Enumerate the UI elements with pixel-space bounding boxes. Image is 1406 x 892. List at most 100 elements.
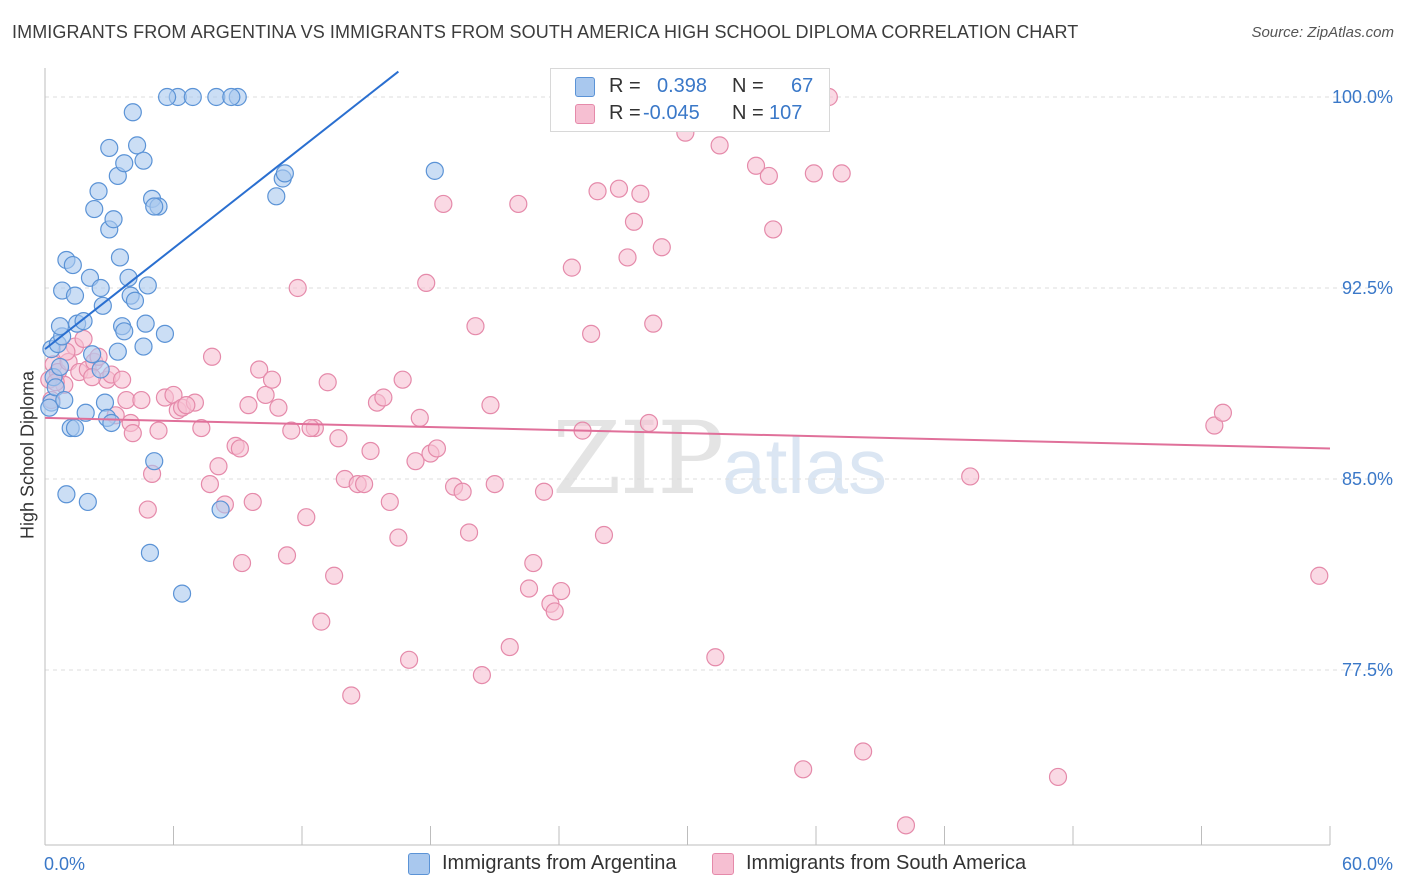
data-point-south-america <box>639 413 659 433</box>
data-point-south-america <box>588 182 607 201</box>
legend-n-label: N = <box>732 102 764 124</box>
data-point-south-america <box>123 424 142 443</box>
data-point-south-america <box>74 329 93 349</box>
data-point-south-america <box>434 194 453 214</box>
data-point-south-america <box>545 602 564 621</box>
data-point-south-america <box>269 398 288 417</box>
data-point-argentina <box>134 151 153 170</box>
legend-n-value: 67 <box>791 75 814 97</box>
data-point-south-america <box>582 324 601 343</box>
data-point-south-america <box>609 179 629 198</box>
data-point-south-america <box>325 566 344 585</box>
data-point-south-america <box>472 665 491 685</box>
data-point-argentina <box>136 314 155 333</box>
data-point-south-america <box>427 439 447 458</box>
data-point-south-america <box>854 742 873 761</box>
data-point-south-america <box>282 421 301 440</box>
data-point-south-america <box>342 686 361 705</box>
data-point-argentina <box>78 492 97 512</box>
data-point-argentina <box>275 164 294 183</box>
data-point-south-america <box>230 439 249 458</box>
data-point-argentina <box>115 322 134 341</box>
data-point-argentina <box>425 161 444 180</box>
data-point-argentina <box>145 197 164 216</box>
legend-swatch-argentina <box>408 853 430 875</box>
data-point-south-america <box>200 474 220 494</box>
data-point-argentina <box>157 87 177 107</box>
data-point-south-america <box>500 637 519 657</box>
data-point-argentina <box>134 337 153 356</box>
data-point-argentina <box>83 345 102 364</box>
data-point-south-america <box>361 441 380 461</box>
data-point-south-america <box>232 553 252 573</box>
data-point-south-america <box>485 474 504 494</box>
legend-r-value: -0.045 <box>643 102 700 124</box>
y-tick-label: 100.0% <box>1332 87 1393 107</box>
data-point-south-america <box>524 553 543 573</box>
data-point-argentina <box>211 500 230 519</box>
data-point-argentina <box>50 357 70 377</box>
data-point-south-america <box>552 581 571 601</box>
data-point-south-america <box>410 408 429 427</box>
data-point-argentina <box>115 154 134 173</box>
data-point-south-america <box>192 418 211 438</box>
series-argentina-points <box>40 87 444 603</box>
data-point-argentina <box>91 360 110 379</box>
data-point-argentina <box>183 87 202 107</box>
correlation-legend: R = 0.398 N = 67 R = -0.045 N = 107 <box>550 68 830 132</box>
data-point-south-america <box>453 482 472 501</box>
legend-swatch-argentina <box>575 77 595 97</box>
data-point-argentina <box>65 418 85 438</box>
legend-label-argentina: Immigrants from Argentina <box>442 852 677 874</box>
data-point-argentina <box>46 378 65 397</box>
data-point-south-america <box>710 136 729 155</box>
data-point-south-america <box>706 648 725 667</box>
data-point-argentina <box>140 543 160 562</box>
data-point-argentina <box>125 291 145 310</box>
legend-r-value: 0.398 <box>657 75 708 97</box>
data-point-south-america <box>380 492 399 512</box>
legend-swatch-south-america <box>575 104 595 124</box>
gridlines <box>45 96 1392 671</box>
data-point-argentina <box>85 199 104 219</box>
y-tick-label: 77.5% <box>1342 660 1393 680</box>
legend-n-value: 107 <box>769 102 803 124</box>
data-point-argentina <box>95 393 115 412</box>
data-point-south-america <box>243 492 262 512</box>
y-axis-label: High School Diploma <box>17 370 38 540</box>
data-point-argentina <box>91 278 110 298</box>
data-point-south-america <box>1310 566 1329 585</box>
data-point-south-america <box>1048 767 1068 787</box>
legend-label-south-america: Immigrants from South America <box>746 852 1027 874</box>
data-point-south-america <box>459 523 479 542</box>
data-point-south-america <box>519 579 539 598</box>
data-point-south-america <box>406 452 425 471</box>
data-point-south-america <box>832 164 851 183</box>
axes <box>44 68 1331 846</box>
data-point-south-america <box>149 421 168 440</box>
data-point-argentina <box>102 413 121 433</box>
trend-lines <box>44 70 1331 450</box>
data-point-south-america <box>399 650 419 669</box>
data-point-south-america <box>288 278 307 298</box>
data-point-argentina <box>155 324 175 343</box>
data-point-argentina <box>222 87 241 107</box>
data-point-south-america <box>277 546 297 565</box>
source-label: Source: ZipAtlas.com <box>1251 24 1394 41</box>
legend-r-label: R = <box>609 75 641 97</box>
data-point-south-america <box>209 457 228 476</box>
data-point-south-america <box>393 370 412 389</box>
data-point-south-america <box>509 194 528 214</box>
data-point-argentina <box>172 584 192 603</box>
data-point-south-america <box>262 370 282 389</box>
data-point-south-america <box>624 212 644 231</box>
x-tick-label: 0.0% <box>44 854 85 874</box>
data-point-argentina <box>65 286 85 305</box>
data-point-argentina <box>57 485 76 504</box>
data-point-south-america <box>618 248 637 267</box>
legend-r-label: R = <box>609 102 641 124</box>
data-point-south-america <box>466 317 485 336</box>
data-point-south-america <box>794 760 813 779</box>
legend-swatch-south-america <box>712 853 734 875</box>
